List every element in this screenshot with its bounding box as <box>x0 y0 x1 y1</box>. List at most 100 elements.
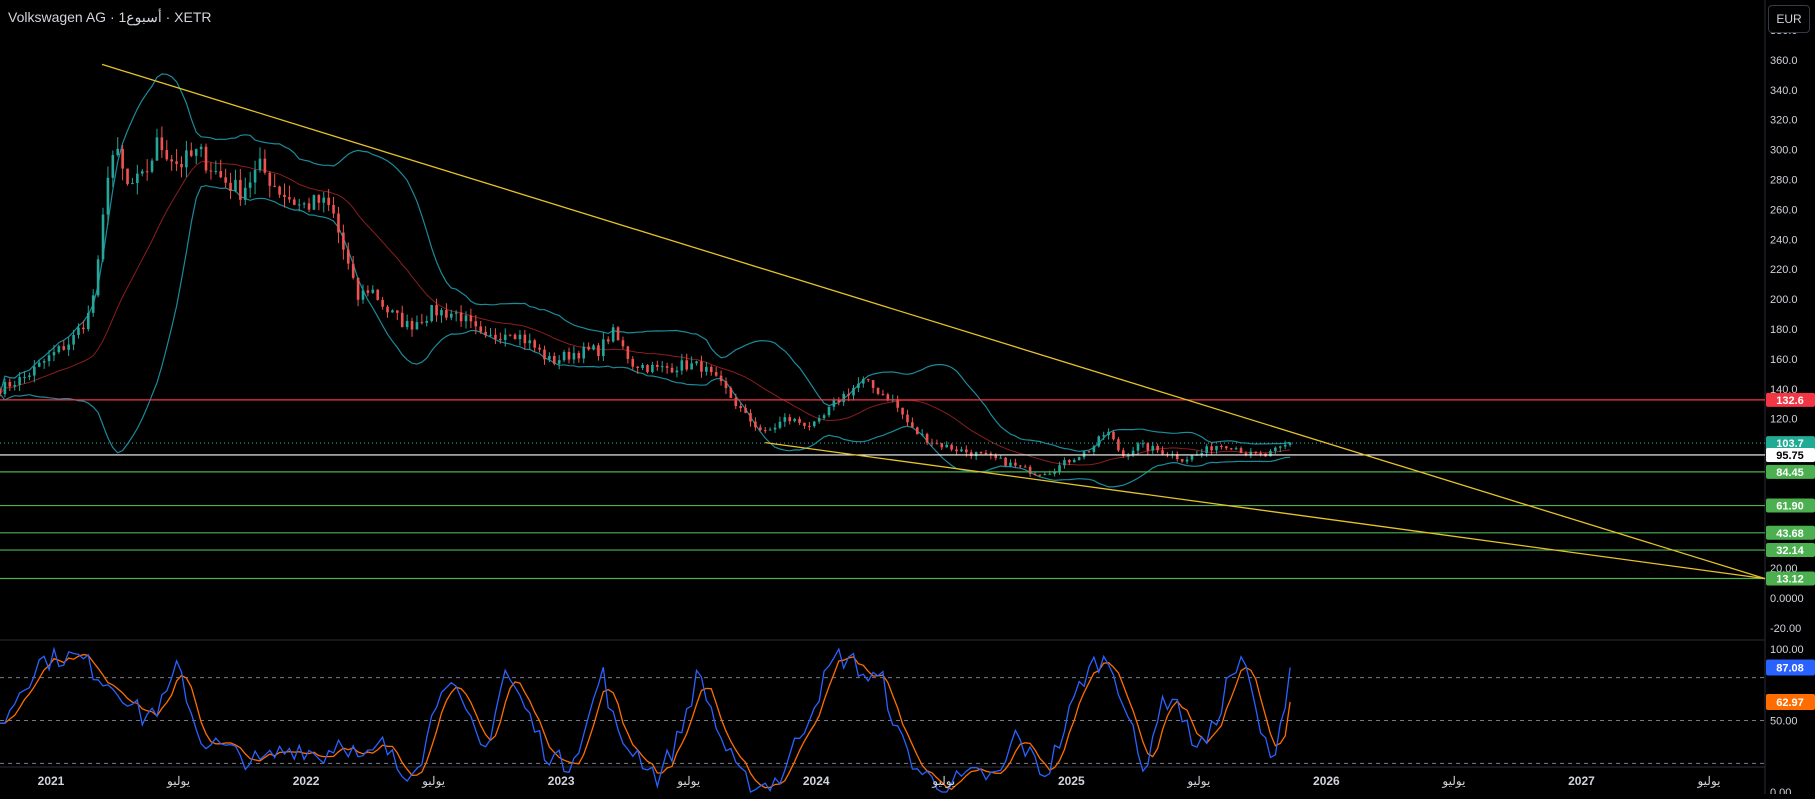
candle <box>145 171 149 173</box>
candle <box>126 168 129 185</box>
candle <box>759 427 762 431</box>
candle <box>155 137 159 161</box>
candle <box>881 393 885 395</box>
candle <box>131 182 134 185</box>
candle <box>901 407 904 415</box>
candle <box>1288 442 1292 445</box>
candle <box>332 205 335 214</box>
candle <box>611 327 615 342</box>
candle <box>268 172 272 186</box>
candle <box>248 182 252 188</box>
candle <box>969 452 973 457</box>
candle <box>82 327 85 330</box>
candle <box>400 312 404 328</box>
candle <box>597 345 600 356</box>
level-label: 61.90 <box>1776 501 1804 513</box>
oscillator-tick-label: 50.00 <box>1770 716 1798 728</box>
candle <box>170 159 173 162</box>
candle <box>955 449 958 452</box>
candle <box>307 203 311 210</box>
price-tick-label: 300.0 <box>1770 145 1798 157</box>
candle <box>621 340 625 347</box>
candle <box>479 326 483 332</box>
candle <box>263 158 267 173</box>
candle <box>0 388 2 395</box>
price-tick-label: 320.0 <box>1770 115 1798 127</box>
candle <box>1254 451 1258 454</box>
candle <box>86 312 90 330</box>
candle <box>136 173 139 183</box>
candle <box>405 320 409 328</box>
candle <box>1082 451 1086 458</box>
candle <box>52 352 56 356</box>
candle <box>847 393 850 396</box>
candle <box>538 347 541 350</box>
candle <box>832 400 836 407</box>
candle <box>209 170 213 172</box>
candle <box>857 383 860 388</box>
candle <box>1234 448 1238 450</box>
candle <box>1185 459 1189 462</box>
candle <box>219 171 223 178</box>
trendline <box>765 441 1766 580</box>
candle <box>317 195 321 203</box>
candle <box>23 376 26 378</box>
candle <box>312 195 316 210</box>
level-label-box <box>1766 498 1815 513</box>
candle <box>709 366 713 373</box>
candle <box>435 305 438 316</box>
candle <box>1004 457 1007 466</box>
candle <box>572 353 576 360</box>
candle <box>1215 446 1218 451</box>
candle <box>925 433 929 443</box>
oscillator-main-line <box>0 646 1291 793</box>
time-tick-label: يوليو <box>166 774 190 788</box>
candle <box>1117 439 1120 451</box>
candle <box>989 453 993 456</box>
candle <box>1146 443 1150 451</box>
candle <box>1102 435 1105 437</box>
candle <box>140 171 144 174</box>
candle <box>567 351 571 360</box>
candle <box>239 179 242 200</box>
candle <box>1220 446 1223 448</box>
candle <box>1156 445 1159 451</box>
bollinger-lower <box>0 185 1291 488</box>
level-label: 43.68 <box>1776 528 1804 540</box>
candle <box>1190 455 1194 460</box>
candle <box>18 377 21 386</box>
price-tick-label: -20.00 <box>1770 623 1801 635</box>
candle <box>337 213 340 233</box>
candle <box>1072 460 1076 463</box>
candle <box>62 346 66 350</box>
candle <box>606 339 610 342</box>
level-label-box <box>1766 543 1815 558</box>
candle <box>690 363 693 370</box>
candle <box>700 361 703 372</box>
candle <box>1259 453 1262 455</box>
candle <box>670 367 674 373</box>
candle <box>680 360 684 371</box>
candle <box>185 150 188 168</box>
price-tick-label: 220.0 <box>1770 264 1798 276</box>
candle <box>577 353 581 359</box>
level-label-box <box>1766 525 1815 540</box>
candle <box>656 364 659 367</box>
candle <box>91 295 95 313</box>
candle <box>410 320 414 330</box>
candle <box>190 150 193 156</box>
candle <box>631 358 635 367</box>
oscillator-value-box <box>1766 659 1815 676</box>
candle <box>812 421 816 427</box>
candle <box>1180 459 1184 462</box>
trendline <box>101 63 1766 580</box>
level-label: 103.7 <box>1776 438 1804 450</box>
price-tick-label: 200.0 <box>1770 294 1798 306</box>
candle <box>327 197 330 206</box>
currency-button[interactable]: EUR <box>1768 5 1810 33</box>
candle <box>979 452 983 454</box>
candle <box>866 379 870 381</box>
candle <box>557 360 561 364</box>
candle <box>371 289 375 293</box>
